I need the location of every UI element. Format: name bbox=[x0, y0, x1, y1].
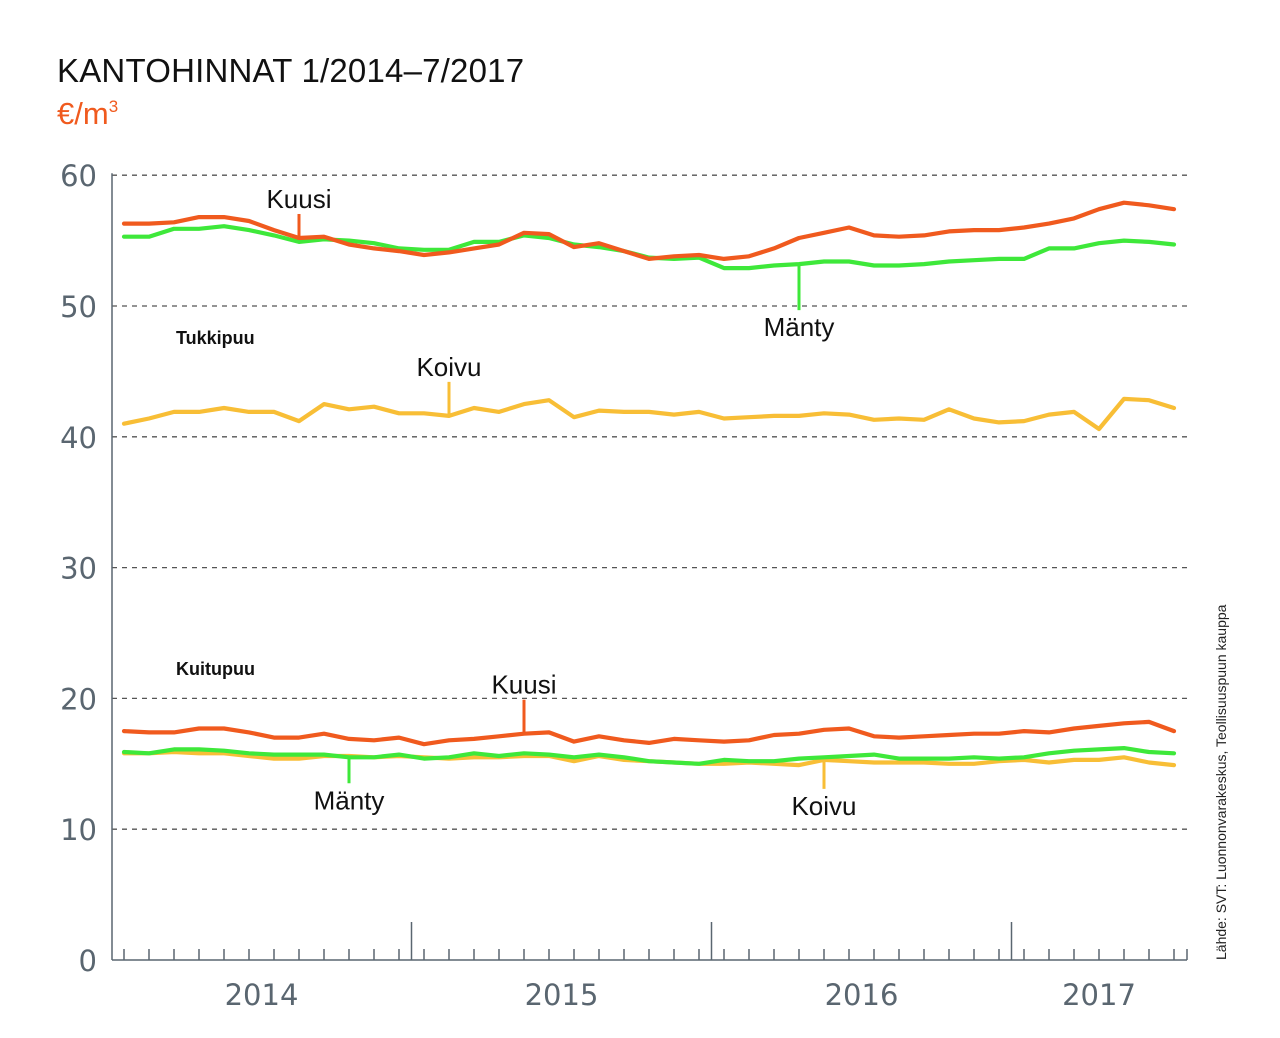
y-tick-label: 30 bbox=[60, 552, 97, 586]
source-note: Lähde: SVT: Luonnonvarakeskus, Teollisuu… bbox=[1213, 604, 1229, 960]
annotation-label: Mänty bbox=[764, 312, 835, 342]
x-year-label: 2016 bbox=[825, 978, 899, 1012]
group-label-kuitupuu: Kuitupuu bbox=[176, 659, 255, 679]
annotation-label: Kuusi bbox=[491, 670, 556, 700]
x-year-label: 2014 bbox=[225, 978, 299, 1012]
y-tick-label: 40 bbox=[60, 421, 97, 455]
unit-prefix: €/m bbox=[57, 96, 109, 131]
series-line-tukkipuu-koivu bbox=[121, 396, 1177, 432]
y-tick-label: 50 bbox=[60, 290, 97, 324]
unit-superscript: 3 bbox=[108, 97, 119, 116]
annotation-label: Koivu bbox=[791, 791, 856, 821]
group-label-tukkipuu: Tukkipuu bbox=[176, 328, 255, 348]
y-tick-label: 0 bbox=[79, 944, 97, 978]
annotation-label: Kuusi bbox=[266, 184, 331, 214]
annotation-label: Mänty bbox=[314, 785, 385, 815]
y-tick-label: 10 bbox=[60, 813, 97, 847]
series-line-tukkipuu-kuusi bbox=[121, 200, 1177, 261]
x-year-label: 2017 bbox=[1062, 978, 1136, 1012]
chart-title: KANTOHINNAT 1/2014–7/2017 bbox=[57, 52, 525, 89]
annotation-label: Koivu bbox=[416, 352, 481, 382]
unit-label: €/m3 bbox=[57, 96, 118, 132]
x-year-label: 2015 bbox=[525, 978, 599, 1012]
y-tick-label: 60 bbox=[60, 159, 97, 193]
series-line-kuitupuu-kuusi bbox=[121, 719, 1177, 747]
series-line-kuitupuu-manty bbox=[121, 745, 1177, 766]
y-tick-label: 20 bbox=[60, 682, 97, 716]
